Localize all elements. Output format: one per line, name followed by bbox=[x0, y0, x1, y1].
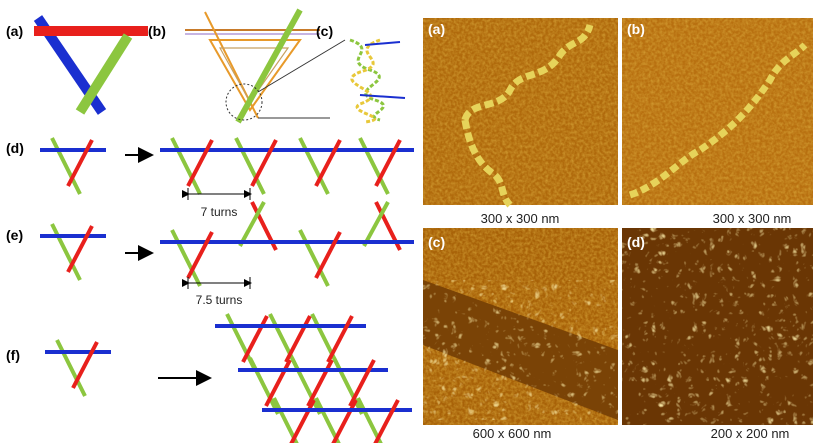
afm-image: (c) bbox=[423, 228, 618, 425]
schematic: (a) (b) (c) (d) 7 turns (e) 7.5 turns (f… bbox=[6, 8, 416, 443]
image-label: (d) bbox=[627, 234, 645, 250]
afm-image: (a) bbox=[423, 18, 618, 208]
panel-label: (e) bbox=[6, 227, 23, 243]
image-label: (b) bbox=[627, 21, 645, 37]
image-caption: 300 x 300 nm bbox=[481, 211, 560, 226]
panel-label: (b) bbox=[148, 23, 166, 39]
image-label: (c) bbox=[428, 234, 445, 250]
afm-image: (d) bbox=[622, 228, 813, 425]
image-caption: 600 x 600 nm bbox=[473, 426, 552, 441]
panel-label: (d) bbox=[6, 140, 24, 156]
image-label: (a) bbox=[428, 21, 445, 37]
panel-label: (f) bbox=[6, 347, 20, 363]
panel-label: (a) bbox=[6, 23, 23, 39]
afm-image: (b) bbox=[622, 18, 813, 205]
annotation: 7 turns bbox=[201, 205, 238, 219]
image-caption: 300 x 300 nm bbox=[713, 211, 792, 226]
panel-label: (c) bbox=[316, 23, 333, 39]
image-caption: 200 x 200 nm bbox=[711, 426, 790, 441]
annotation: 7.5 turns bbox=[196, 293, 243, 307]
